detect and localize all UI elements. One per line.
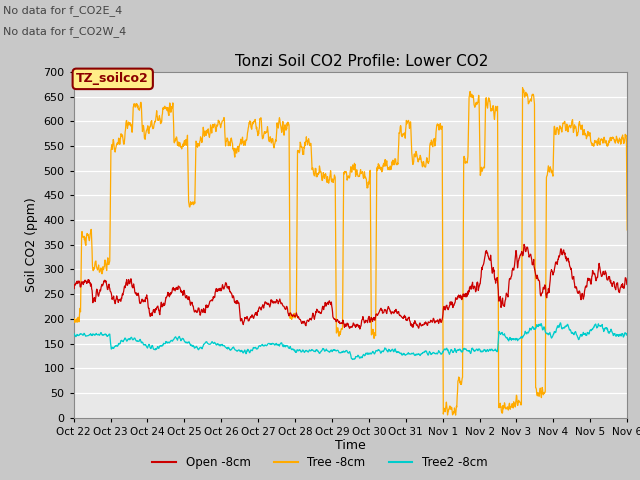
Y-axis label: Soil CO2 (ppm): Soil CO2 (ppm) bbox=[25, 197, 38, 292]
Legend: Open -8cm, Tree -8cm, Tree2 -8cm: Open -8cm, Tree -8cm, Tree2 -8cm bbox=[148, 452, 492, 474]
X-axis label: Time: Time bbox=[335, 439, 366, 453]
Text: TZ_soilco2: TZ_soilco2 bbox=[76, 72, 149, 85]
Text: No data for f_CO2E_4: No data for f_CO2E_4 bbox=[3, 5, 122, 16]
Title: Tonzi Soil CO2 Profile: Lower CO2: Tonzi Soil CO2 Profile: Lower CO2 bbox=[235, 54, 488, 70]
Text: No data for f_CO2W_4: No data for f_CO2W_4 bbox=[3, 26, 127, 37]
